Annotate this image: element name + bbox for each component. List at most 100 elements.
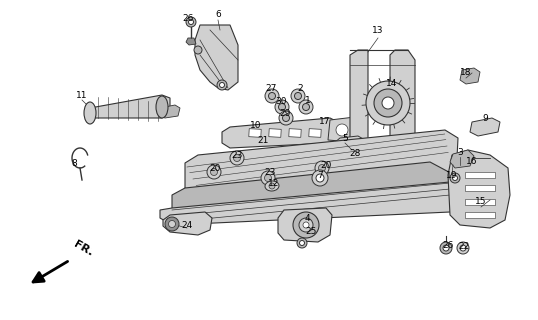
Circle shape (300, 241, 305, 245)
Text: 14: 14 (386, 78, 398, 87)
Circle shape (186, 17, 196, 27)
Circle shape (165, 217, 179, 231)
Circle shape (382, 97, 394, 109)
Text: 20: 20 (209, 164, 221, 172)
Bar (465, 199, 495, 205)
Polygon shape (195, 25, 238, 90)
Polygon shape (330, 120, 348, 140)
Text: 1: 1 (305, 95, 311, 105)
Text: 5: 5 (342, 133, 348, 142)
Bar (289, 129, 301, 137)
Circle shape (269, 183, 275, 189)
Text: 30: 30 (275, 97, 287, 106)
Text: 12: 12 (268, 179, 280, 188)
Circle shape (443, 245, 449, 251)
Text: 24: 24 (181, 220, 193, 229)
Text: 15: 15 (475, 196, 487, 205)
Polygon shape (172, 162, 460, 215)
Circle shape (230, 151, 244, 165)
Text: 18: 18 (460, 68, 472, 76)
Text: 19: 19 (446, 171, 458, 180)
Text: 9: 9 (482, 114, 488, 123)
Polygon shape (448, 150, 510, 228)
Circle shape (297, 238, 307, 248)
Circle shape (303, 222, 309, 228)
Circle shape (168, 220, 175, 228)
Text: 7: 7 (317, 171, 323, 180)
Circle shape (188, 20, 194, 25)
Circle shape (210, 169, 217, 175)
Bar (309, 129, 321, 137)
Circle shape (220, 83, 224, 87)
Polygon shape (328, 117, 362, 142)
Circle shape (299, 100, 313, 114)
Polygon shape (163, 212, 212, 235)
Polygon shape (160, 105, 180, 118)
Circle shape (440, 242, 452, 254)
Bar (465, 172, 495, 178)
Circle shape (207, 165, 221, 179)
Circle shape (302, 103, 309, 110)
Ellipse shape (156, 96, 168, 118)
Circle shape (265, 89, 279, 103)
Circle shape (460, 245, 466, 251)
Circle shape (261, 171, 275, 185)
Text: 23: 23 (264, 167, 275, 177)
Text: 11: 11 (76, 91, 88, 100)
Circle shape (336, 124, 348, 136)
Text: 29: 29 (279, 108, 291, 117)
Circle shape (275, 100, 289, 114)
Text: 26: 26 (182, 13, 194, 22)
Circle shape (282, 115, 289, 122)
Text: 25: 25 (305, 227, 317, 236)
Circle shape (265, 174, 272, 181)
Circle shape (291, 89, 305, 103)
Text: 10: 10 (250, 121, 262, 130)
Polygon shape (90, 95, 170, 118)
Polygon shape (350, 50, 368, 165)
Text: 17: 17 (319, 116, 331, 125)
Polygon shape (346, 153, 370, 170)
Circle shape (318, 164, 325, 172)
Text: 6: 6 (215, 10, 221, 19)
Text: 20: 20 (320, 161, 332, 170)
Circle shape (279, 111, 293, 125)
Polygon shape (334, 136, 365, 160)
Circle shape (450, 173, 460, 183)
Circle shape (299, 218, 313, 232)
Circle shape (457, 242, 469, 254)
Polygon shape (450, 150, 474, 168)
Ellipse shape (265, 181, 279, 191)
Bar (465, 212, 495, 218)
Circle shape (315, 161, 329, 175)
Text: 16: 16 (466, 156, 478, 165)
Ellipse shape (84, 102, 96, 124)
Text: 21: 21 (257, 135, 268, 145)
Text: 2: 2 (297, 84, 303, 92)
Circle shape (217, 80, 227, 90)
Text: 26: 26 (442, 241, 454, 250)
Bar (269, 129, 281, 137)
Circle shape (233, 155, 240, 162)
Text: 27: 27 (265, 84, 277, 92)
Polygon shape (390, 50, 415, 165)
Circle shape (294, 92, 301, 100)
Polygon shape (460, 68, 480, 84)
Text: 28: 28 (349, 148, 360, 157)
Text: 13: 13 (372, 26, 384, 35)
Text: FR.: FR. (72, 239, 95, 258)
Text: 3: 3 (457, 148, 463, 156)
Text: 23: 23 (231, 150, 243, 159)
Polygon shape (186, 38, 196, 45)
Polygon shape (278, 208, 332, 242)
Polygon shape (470, 118, 500, 136)
Circle shape (194, 46, 202, 54)
Circle shape (293, 212, 319, 238)
Bar (249, 129, 261, 137)
Circle shape (279, 103, 286, 110)
Polygon shape (185, 130, 458, 195)
Circle shape (312, 170, 328, 186)
Bar (465, 185, 495, 191)
Circle shape (374, 89, 402, 117)
Text: 22: 22 (458, 242, 470, 251)
